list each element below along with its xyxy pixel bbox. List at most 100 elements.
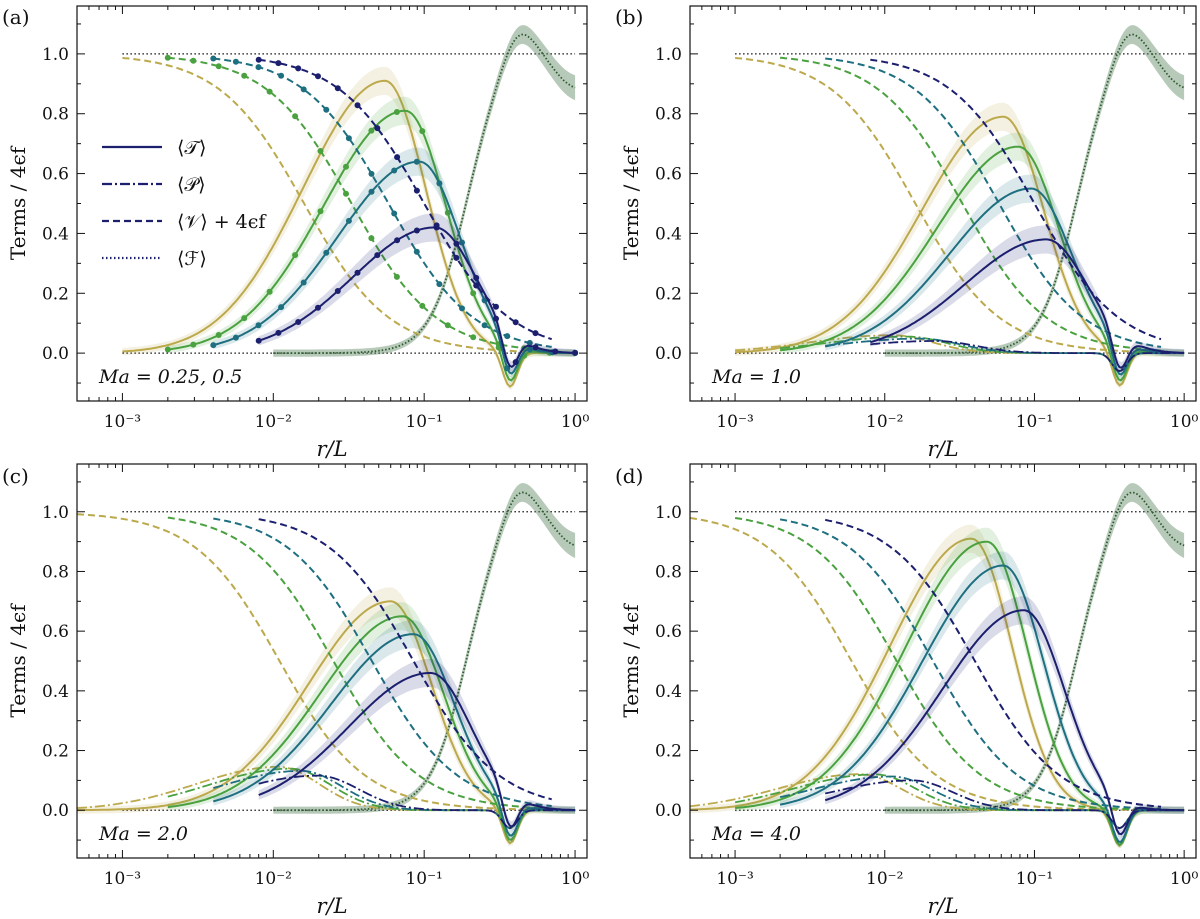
marker-point [368, 170, 375, 177]
marker-point [391, 167, 398, 174]
viscous-line [167, 516, 552, 810]
viscous-line [780, 56, 1162, 352]
series-navy [824, 518, 1185, 839]
viscous-line [213, 517, 552, 808]
marker-point [470, 290, 477, 297]
marker-point [374, 125, 381, 132]
series-green [167, 516, 576, 845]
marker-point [164, 54, 171, 61]
marker-point [394, 237, 401, 244]
forcing-band [884, 25, 1185, 357]
y-tick-label: 0.2 [655, 742, 682, 762]
x-tick-label: 10⁰ [1170, 869, 1199, 889]
pressure-line [870, 340, 1185, 373]
marker-point [210, 55, 217, 62]
viscous-line [258, 518, 552, 801]
panel-b: 10⁻³ 10⁻² 10⁻¹ 10⁰ 0.0 0.2 0.4 0.6 0.8 1.0 r/L Term… [615, 5, 1199, 461]
marker-point [323, 106, 330, 113]
series-teal [824, 57, 1185, 379]
transfer-line [824, 187, 1185, 376]
viscous-line [870, 58, 1162, 341]
marker-point [354, 269, 361, 276]
series-navy [870, 58, 1185, 374]
marker-point [241, 315, 248, 322]
pressure-line [825, 337, 1185, 372]
y-tick-label: 1.0 [42, 45, 69, 65]
marker-point [275, 329, 282, 336]
marker-point [317, 148, 324, 154]
y-tick-label: 0.4 [655, 682, 682, 702]
marker-point [266, 88, 273, 95]
marker-point [232, 334, 239, 341]
marker-point [470, 334, 477, 341]
viscous-line [825, 518, 1162, 808]
y-tick-label: 1.0 [655, 45, 682, 65]
series-navy [255, 56, 579, 373]
y-tick-label: 0.8 [42, 562, 69, 582]
axes-frame [76, 463, 588, 859]
x-tick-label: 10⁻³ [104, 869, 141, 889]
marker-point [532, 344, 539, 351]
viscous-line [825, 57, 1162, 348]
y-tick-label: 0.2 [655, 284, 682, 304]
forcing-line [273, 491, 576, 812]
x-tick-label: 10⁻² [255, 869, 292, 889]
marker-point [315, 73, 321, 80]
x-axis-label: r/L [316, 894, 347, 918]
marker-point [255, 56, 262, 63]
transfer-band [735, 102, 1185, 390]
marker-point [393, 273, 400, 280]
marker-point [391, 210, 398, 217]
marker-point [433, 222, 440, 229]
viscous-line [77, 513, 552, 811]
y-tick-label: 0.2 [42, 284, 69, 304]
x-tick-label: 10⁰ [561, 412, 590, 432]
y-tick-label: 0.4 [42, 682, 69, 702]
marker-point [453, 240, 460, 247]
x-tick-label: 10⁻¹ [1016, 412, 1053, 432]
series-teal [210, 55, 579, 378]
x-tick-label: 10⁻¹ [405, 412, 442, 432]
viscous-line [258, 58, 552, 341]
mach-annotation: Ma = 4.0 [711, 823, 801, 845]
marker-point [473, 282, 480, 289]
marker-point [334, 288, 341, 294]
axes-frame [76, 5, 588, 402]
marker-point [255, 322, 262, 329]
x-tick-label: 10⁻² [255, 412, 292, 432]
y-tick-label: 0.2 [42, 742, 69, 762]
marker-point [278, 72, 285, 79]
y-tick-label: 1.0 [42, 503, 69, 523]
marker-point [413, 248, 420, 255]
transfer-line [824, 609, 1185, 836]
marker-point [266, 288, 273, 295]
marker-point [413, 187, 420, 194]
plot-area [122, 25, 579, 391]
marker-point [164, 346, 171, 353]
marker-point [481, 322, 488, 329]
y-tick-label: 0.6 [655, 622, 682, 642]
marker-point [504, 365, 511, 372]
marker-point [459, 239, 465, 246]
transfer-line [258, 671, 576, 828]
marker-point [532, 330, 539, 337]
marker-point [354, 102, 361, 109]
viscous-line [734, 517, 1161, 811]
y-tick-label: 0.6 [655, 165, 682, 185]
y-axis-label: Terms / 4ϵf [619, 145, 643, 260]
marker-point [275, 60, 282, 67]
pressure-line [258, 774, 576, 830]
marker-point [493, 303, 499, 310]
panel-label: (d) [615, 464, 643, 488]
marker-point [419, 128, 426, 135]
viscous-line [213, 57, 552, 348]
x-tick-label: 10⁻² [866, 412, 903, 432]
pressure-line [825, 779, 1185, 830]
marker-point [413, 227, 420, 234]
legend-entry: ⟨𝒫⟩ [177, 174, 206, 196]
plot-area [690, 483, 1185, 849]
legend-entry: ⟨ℱ⟩ [177, 248, 207, 270]
mach-annotation: Ma = 0.25, 0.5 [98, 366, 242, 388]
forcing-band [273, 483, 576, 814]
